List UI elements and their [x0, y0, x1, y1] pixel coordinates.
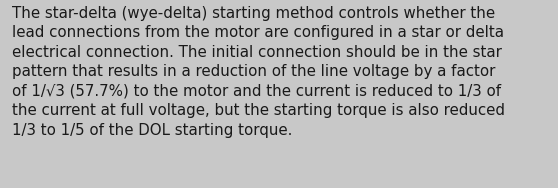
Text: The star-delta (wye-delta) starting method controls whether the
lead connections: The star-delta (wye-delta) starting meth…	[12, 6, 506, 138]
